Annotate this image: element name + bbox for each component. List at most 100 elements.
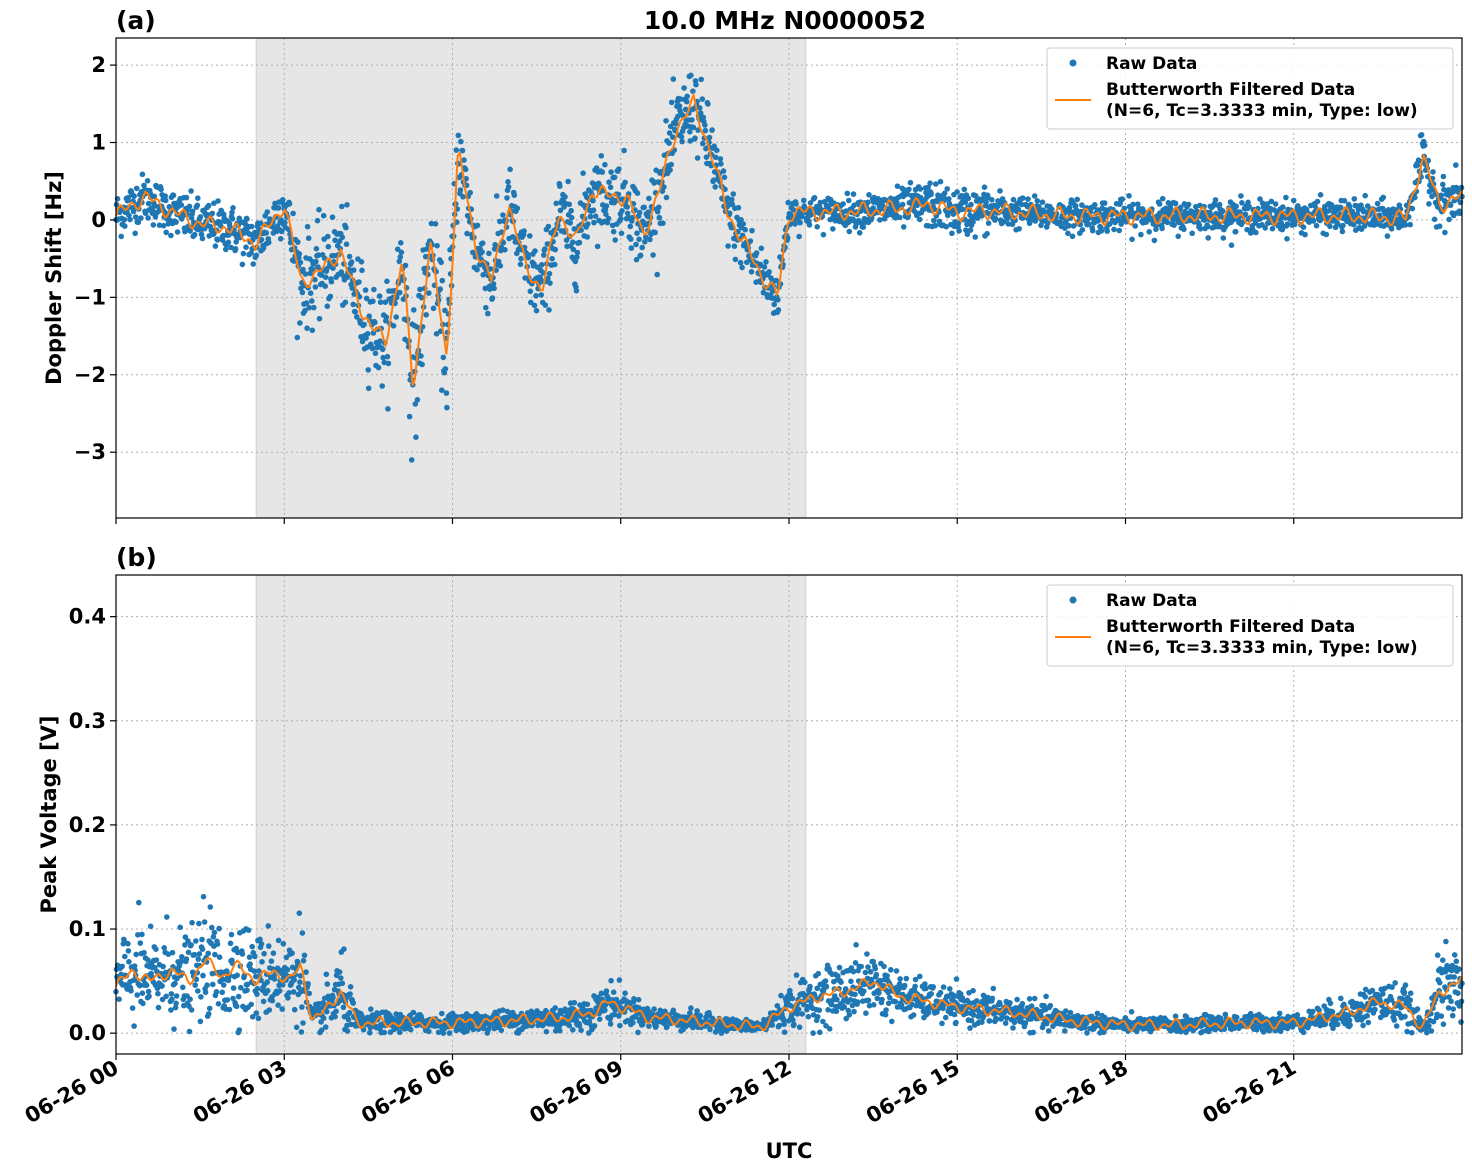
raw-data-point	[1239, 219, 1246, 226]
raw-data-point	[505, 179, 511, 185]
raw-data-point	[380, 354, 387, 361]
raw-data-point	[937, 989, 944, 996]
raw-data-point	[541, 252, 547, 258]
raw-data-point	[189, 208, 196, 215]
raw-data-point	[352, 309, 359, 315]
raw-data-point	[316, 206, 322, 213]
raw-data-point	[666, 130, 673, 136]
raw-data-point	[591, 1023, 598, 1029]
raw-data-point	[917, 973, 923, 980]
raw-data-point	[953, 1019, 959, 1026]
raw-data-point	[532, 248, 538, 254]
raw-data-point	[402, 262, 409, 269]
raw-data-point	[367, 1030, 373, 1036]
raw-data-point	[228, 244, 234, 251]
raw-data-point	[572, 258, 579, 265]
raw-data-point	[1228, 242, 1235, 248]
raw-data-point	[646, 195, 652, 202]
raw-data-point	[129, 1005, 136, 1011]
raw-data-point	[459, 147, 466, 154]
panel-a-y-ticks: 210−1−2−3	[74, 53, 116, 464]
raw-data-point	[688, 1005, 694, 1011]
raw-data-point	[210, 981, 216, 988]
raw-data-point	[343, 241, 350, 247]
raw-data-point	[650, 252, 656, 258]
raw-data-point	[426, 1028, 432, 1035]
raw-data-point	[325, 243, 332, 250]
raw-data-point	[602, 1007, 608, 1013]
raw-data-point	[1197, 226, 1204, 232]
raw-data-point	[268, 958, 275, 964]
raw-data-point	[196, 951, 203, 957]
y-tick-label: 0	[91, 208, 106, 232]
raw-data-point	[737, 259, 744, 266]
raw-data-point	[186, 203, 193, 210]
raw-data-point	[594, 243, 601, 250]
raw-data-point	[1019, 1000, 1026, 1007]
raw-data-point	[1431, 216, 1438, 223]
raw-data-point	[1264, 201, 1271, 207]
raw-data-point	[864, 951, 870, 957]
raw-data-point	[160, 963, 166, 970]
raw-data-point	[502, 247, 508, 253]
raw-data-point	[942, 1014, 949, 1021]
raw-data-point	[174, 229, 181, 235]
raw-data-point	[354, 314, 360, 320]
raw-data-point	[670, 76, 677, 82]
raw-data-point	[216, 954, 223, 960]
raw-data-point	[397, 254, 404, 260]
raw-data-point	[643, 234, 649, 240]
raw-data-point	[865, 964, 871, 970]
raw-data-point	[301, 952, 308, 959]
raw-data-point	[758, 245, 765, 252]
raw-data-point	[322, 274, 329, 281]
raw-data-point	[207, 904, 214, 910]
raw-data-point	[590, 207, 597, 213]
raw-data-point	[131, 1023, 137, 1029]
raw-data-point	[1185, 201, 1192, 208]
raw-data-point	[474, 222, 481, 229]
raw-data-point	[379, 346, 386, 353]
raw-data-point	[197, 1018, 204, 1025]
panel-a-y-axis-label: Doppler Shift [Hz]	[42, 171, 66, 385]
raw-data-point	[160, 222, 167, 229]
raw-data-point	[1426, 201, 1432, 207]
raw-data-point	[598, 153, 605, 159]
raw-data-point	[212, 243, 219, 249]
raw-data-point	[927, 180, 933, 186]
raw-data-point	[159, 983, 165, 989]
raw-data-point	[574, 249, 581, 256]
raw-data-point	[260, 245, 267, 251]
raw-data-point	[1232, 228, 1239, 235]
raw-data-point	[645, 209, 652, 215]
raw-data-point	[633, 241, 639, 248]
raw-data-point	[766, 269, 772, 275]
raw-data-point	[793, 972, 800, 978]
raw-data-point	[684, 93, 690, 100]
raw-data-point	[423, 312, 430, 318]
raw-data-point	[1280, 204, 1286, 210]
raw-data-point	[637, 252, 644, 259]
raw-data-point	[199, 235, 206, 242]
raw-data-point	[437, 286, 444, 292]
raw-data-point	[634, 230, 640, 236]
raw-data-point	[1043, 993, 1049, 1000]
raw-data-point	[802, 979, 808, 986]
raw-data-point	[1026, 996, 1033, 1002]
raw-data-point	[336, 969, 343, 975]
raw-data-point	[1138, 231, 1144, 238]
raw-data-point	[1205, 235, 1211, 241]
raw-data-point	[549, 255, 555, 262]
raw-data-point	[444, 404, 450, 411]
raw-data-point	[347, 984, 354, 990]
raw-data-point	[145, 200, 152, 207]
raw-data-point	[894, 183, 901, 189]
raw-data-point	[946, 196, 952, 202]
raw-data-point	[830, 226, 836, 232]
raw-data-point	[844, 190, 851, 197]
raw-data-point	[565, 178, 571, 185]
raw-data-point	[344, 1028, 351, 1034]
raw-data-point	[1156, 201, 1163, 207]
raw-data-point	[300, 957, 307, 964]
raw-data-point	[169, 949, 176, 956]
